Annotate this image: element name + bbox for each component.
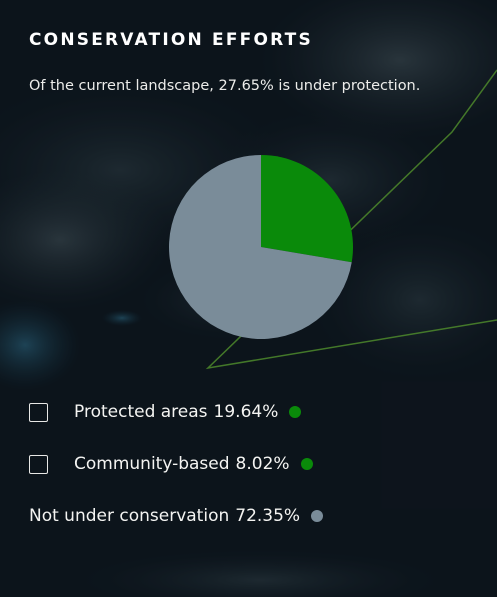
grey-dot-icon (311, 510, 324, 522)
panel-title: CONSERVATION EFFORTS (29, 30, 313, 50)
pie-slice-not-under-conservation (169, 155, 352, 339)
legend-label: Not under conservation (29, 506, 230, 526)
pie-slice-under-protection (261, 155, 353, 263)
legend-value: 8.02% (235, 454, 290, 474)
conservation-pie-chart (169, 155, 353, 339)
green-dot-icon (289, 406, 302, 418)
community-based-checkbox[interactable] (29, 454, 48, 474)
legend-label: Protected areas (74, 402, 208, 422)
legend-value: 19.64% (213, 402, 279, 422)
legend-item-not-under-conservation: Not under conservation 72.35% (29, 503, 324, 529)
legend-value: 72.35% (235, 506, 301, 526)
legend-item-protected-areas[interactable]: Protected areas 19.64% (29, 399, 302, 425)
green-dot-icon (300, 458, 313, 470)
panel-subtitle: Of the current landscape, 27.65% is unde… (29, 78, 421, 94)
legend-label: Community-based (74, 454, 230, 474)
legend-item-community-based[interactable]: Community-based 8.02% (29, 451, 313, 477)
protected-areas-checkbox[interactable] (29, 402, 48, 422)
